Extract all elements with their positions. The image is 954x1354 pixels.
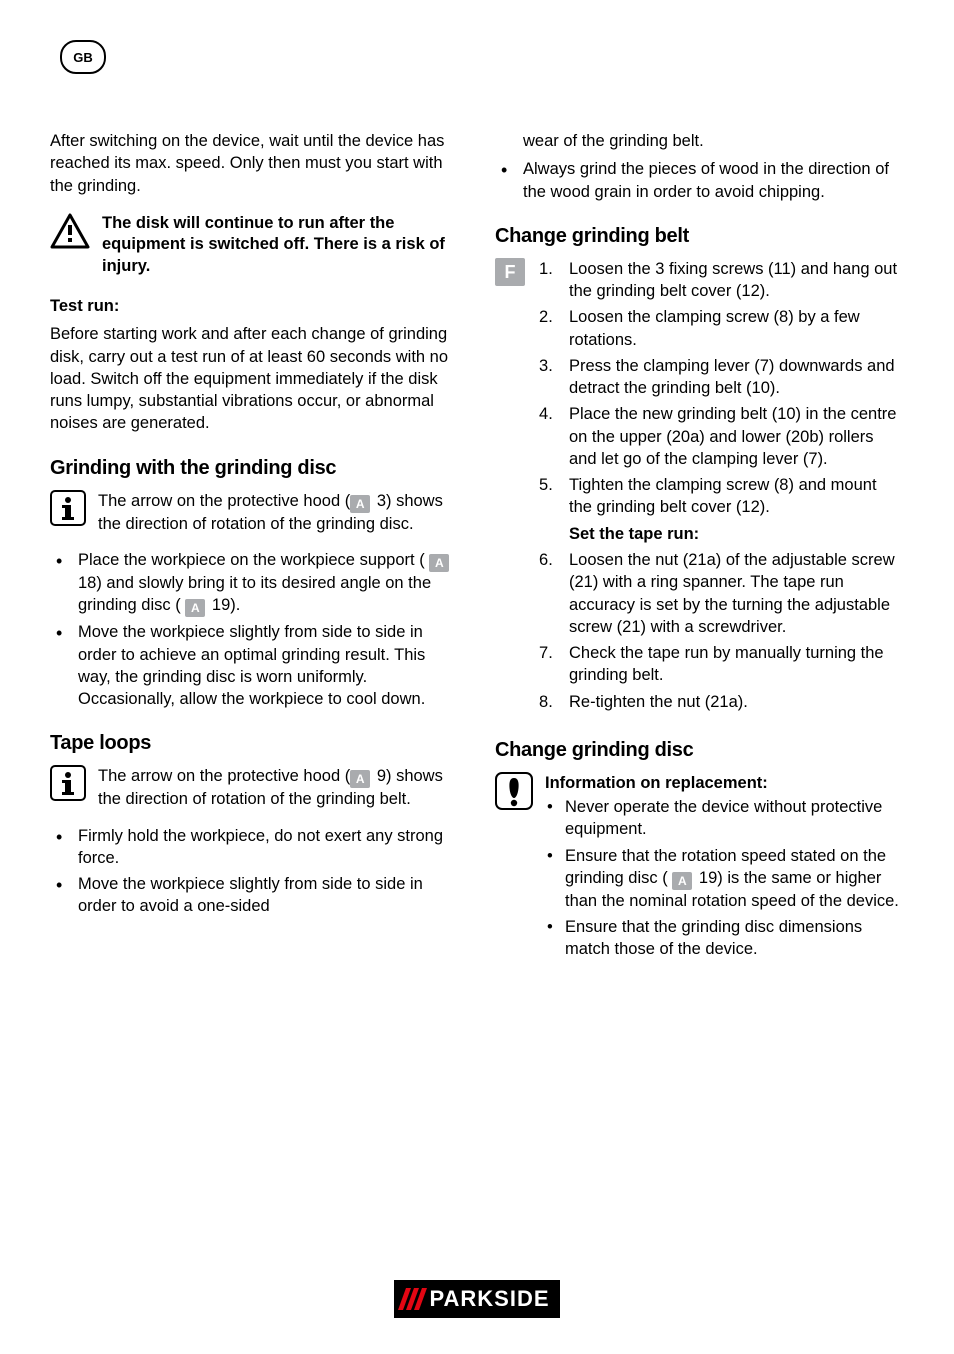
test-run-body: Before starting work and after each chan… [50,323,459,434]
warning-block: The disk will continue to run after the … [50,213,459,277]
belt-step-6: Loosen the nut (21a) of the adjustable s… [539,549,904,638]
info-block-tape: The arrow on the protective hood (A 9) s… [50,765,459,810]
belt-step-5-text: Tighten the clamping screw (8) and mount… [569,476,877,516]
belt-step-8: Re-tighten the nut (21a). [539,691,904,713]
belt-step-4: Place the new grinding belt (10) in the … [539,403,904,470]
belt-step-1: Loosen the 3 fixing screws (11) and hang… [539,258,904,303]
tape-info-pre: The arrow on the protective hood ( [98,767,350,785]
belt-steps-block: F Loosen the 3 fixing screws (11) and ha… [495,258,904,717]
grinding-bullets: Place the workpiece on the workpiece sup… [50,549,459,710]
replacement-block: Information on replacement: Never operat… [495,772,904,965]
repl-bullet-1: Never operate the device without protect… [545,796,904,841]
ref-letter-f-icon: F [495,258,525,286]
cont-line-1: wear of the grinding belt. [495,130,904,152]
section-title-grinding: Grinding with the grinding disc [50,457,459,480]
belt-step-5-subheading: Set the tape run: [569,523,904,545]
belt-step-3: Press the clamping lever (7) downwards a… [539,355,904,400]
brand-logo: PARKSIDE [394,1280,559,1318]
info-text-tape: The arrow on the protective hood (A 9) s… [98,765,459,810]
replacement-heading: Information on replacement: [545,772,904,794]
info-box-icon [50,765,86,807]
test-run-label: Test run: [50,297,119,315]
section-title-tape: Tape loops [50,732,459,755]
belt-step-5: Tighten the clamping screw (8) and mount… [539,474,904,545]
tape-bullet-2: Move the workpiece slightly from side to… [50,873,459,918]
tape-bullet-1: Firmly hold the workpiece, do not exert … [50,825,459,870]
language-badge: GB [60,40,106,74]
warning-triangle-icon [50,213,90,255]
tape-bullets: Firmly hold the workpiece, do not exert … [50,825,459,918]
info-box-icon [50,490,86,532]
section-title-disc: Change grinding disc [495,739,904,762]
belt-step-7: Check the tape run by manually turning t… [539,642,904,687]
cont-bullet-2: Always grind the pieces of wood in the d… [495,158,904,203]
logo-stripes-icon [402,1288,423,1310]
ref-letter-a-icon: A [185,599,205,617]
info-text-grinding: The arrow on the protective hood (A 3) s… [98,490,459,535]
page: GB After switching on the device, wait u… [0,0,954,1354]
grinding-info-pre: The arrow on the protective hood ( [98,492,350,510]
ref-letter-a-icon: A [350,495,370,513]
replacement-bullets: Never operate the device without protect… [545,796,904,961]
test-run-heading: Test run: [50,295,459,317]
ref-letter-a-icon: A [350,770,370,788]
grinding-bullet-1: Place the workpiece on the workpiece sup… [50,549,459,617]
grinding-bullet-2: Move the workpiece slightly from side to… [50,621,459,710]
ref-letter-a-icon: A [429,554,449,572]
repl-bullet-2: Ensure that the rotation speed stated on… [545,845,904,913]
column-right: wear of the grinding belt. Always grind … [495,130,904,1314]
belt-step-2: Loosen the clamping screw (8) by a few r… [539,306,904,351]
brand-name: PARKSIDE [429,1286,549,1312]
info-block-grinding: The arrow on the protective hood (A 3) s… [50,490,459,535]
gb1-post: 19). [207,596,240,614]
two-column-layout: After switching on the device, wait unti… [50,130,904,1314]
column-left: After switching on the device, wait unti… [50,130,459,1314]
belt-steps-list: Loosen the 3 fixing screws (11) and hang… [539,258,904,717]
replacement-body: Information on replacement: Never operat… [545,772,904,965]
gb1-pre: Place the workpiece on the workpiece sup… [78,551,429,569]
section-title-belt: Change grinding belt [495,225,904,248]
exclamation-box-icon [495,772,533,816]
intro-paragraph: After switching on the device, wait unti… [50,130,459,197]
footer-logo-area: PARKSIDE [0,1280,954,1318]
repl-bullet-3: Ensure that the grinding disc dimensions… [545,916,904,961]
cont-bullets: Always grind the pieces of wood in the d… [495,158,904,203]
gb1-mid: 18) and slowly bring it to its desired a… [78,574,431,614]
warning-text: The disk will continue to run after the … [102,213,459,277]
ref-letter-a-icon: A [672,872,692,890]
